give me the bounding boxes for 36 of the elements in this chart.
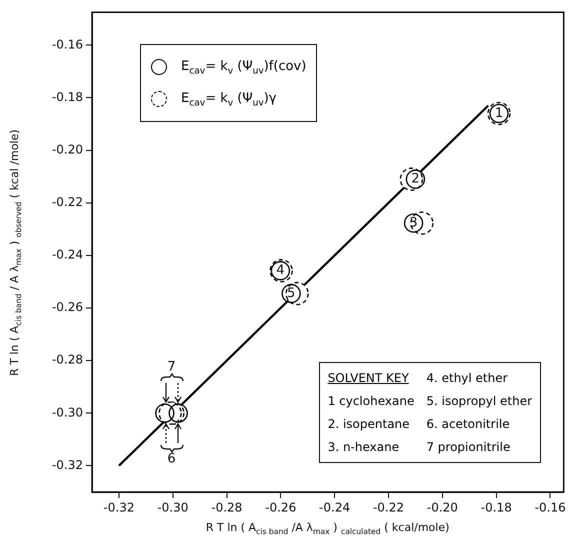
x-tick-label: -0.26 xyxy=(265,500,296,514)
x-tick-label: -0.32 xyxy=(103,500,134,514)
annotation: 6. acetonitrile xyxy=(426,417,511,431)
annotation: 7 propionitrile xyxy=(426,440,512,454)
x-tick-label: -0.18 xyxy=(480,500,512,514)
annotation: 1 xyxy=(494,106,504,121)
y-tick-label: -0.16 xyxy=(52,37,83,52)
annotation: 5. isopropyl ether xyxy=(426,394,532,408)
y-tick-label: -0.28 xyxy=(52,352,83,367)
annotation: 4 xyxy=(276,263,285,278)
x-tick-label: -0.30 xyxy=(157,500,188,514)
annotation: SOLVENT KEY xyxy=(328,371,410,385)
x-tick-label: -0.22 xyxy=(372,500,404,514)
x-tick-label: -0.24 xyxy=(319,500,350,514)
annotation: 6 xyxy=(167,452,176,467)
legend-label: E$_{cav}$= k$_{v}$ (Ψ$_{uv}$)γ xyxy=(181,90,276,108)
y-tick-label: -0.32 xyxy=(52,458,83,472)
x-tick-label: -0.16 xyxy=(534,500,566,514)
x-tick-label: -0.20 xyxy=(426,500,458,514)
annotation: 2. isopentane xyxy=(328,417,411,431)
y-tick-label: -0.30 xyxy=(52,405,83,420)
annotation: 5 xyxy=(287,286,296,301)
annotation: 3 xyxy=(409,215,418,230)
annotation: 7 xyxy=(167,360,176,375)
y-tick-label: -0.24 xyxy=(52,248,83,262)
y-tick-label: -0.20 xyxy=(52,142,83,156)
x-tick-label: -0.28 xyxy=(211,500,242,514)
y-tick-label: -0.22 xyxy=(52,194,83,209)
x-axis-title: R T ln ( A$_{cis band}$ /A λ$_{max}$ ) $_{calculated}$ ( kcal/mole) xyxy=(206,521,450,536)
annotation: 2 xyxy=(411,172,420,187)
y-tick-label: -0.18 xyxy=(52,90,83,104)
annotation: 1 cyclohexane xyxy=(328,394,414,408)
legend-label: E$_{cav}$= k$_{v}$ (Ψ$_{uv}$)f(cov) xyxy=(181,58,306,76)
annotation: 4. ethyl ether xyxy=(426,371,509,385)
annotation: 3. n-hexane xyxy=(328,440,400,454)
y-tick-label: -0.26 xyxy=(52,300,83,314)
